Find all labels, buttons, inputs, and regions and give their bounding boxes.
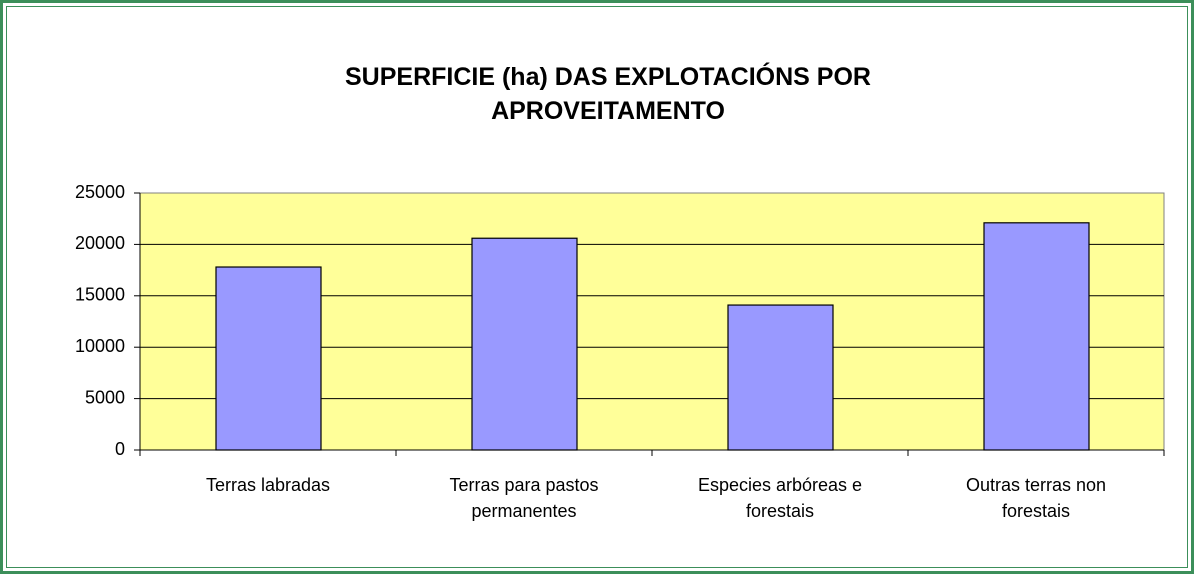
- x-tick-label: Terras para pastos permanentes: [449, 475, 599, 521]
- bar: [983, 222, 1090, 451]
- y-tick-label: 20000: [75, 233, 125, 253]
- x-tick-label: Terras labradas: [205, 475, 331, 495]
- frame-inner: [6, 6, 1188, 568]
- chart-title: SUPERFICIE (ha) DAS EXPLOTACIÓNS POR APR…: [345, 63, 871, 125]
- y-tick-label: 15000: [75, 285, 125, 305]
- y-tick-label: 0: [115, 439, 125, 459]
- bar: [471, 237, 578, 451]
- y-tick-label: 25000: [75, 182, 125, 202]
- x-tick-label: Especies arbóreas e forestais: [697, 475, 863, 521]
- x-tick-label: Outras terras non forestais: [965, 475, 1107, 521]
- bar: [215, 266, 322, 451]
- y-tick-label: 5000: [85, 387, 125, 407]
- y-tick-label: 10000: [75, 336, 125, 356]
- bar: [727, 304, 834, 451]
